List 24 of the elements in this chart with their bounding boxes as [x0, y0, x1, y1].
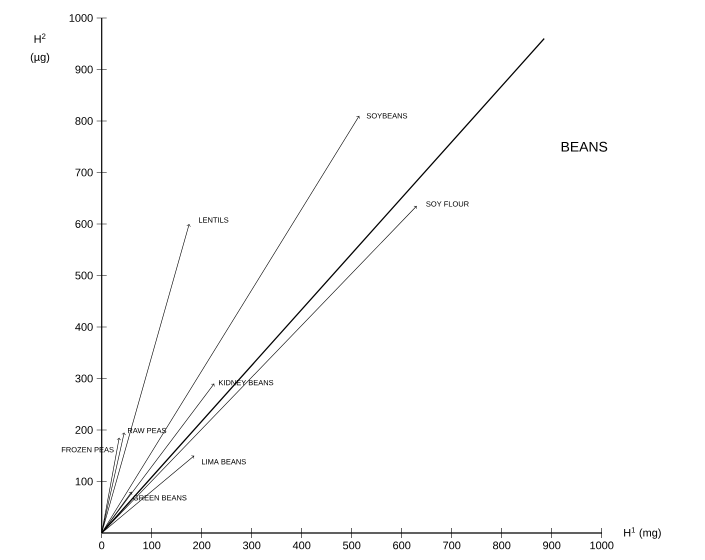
- x-tick-label: 700: [443, 542, 460, 550]
- x-axis-title: H$^{1}$ (mg): [624, 527, 661, 539]
- y-tick-label: 400: [75, 323, 93, 331]
- y-tick-label: 500: [75, 272, 93, 280]
- x-tick-label: 0: [99, 542, 104, 550]
- y-tick-label: 600: [75, 220, 93, 228]
- x-tick-label: 800: [493, 542, 510, 550]
- text: BEANS: [562, 142, 608, 152]
- y-tick-label: 800: [75, 117, 93, 125]
- y-tick-label: 300: [75, 374, 93, 382]
- y-tick-label: 900: [75, 66, 93, 74]
- x-tick-label: 500: [342, 542, 360, 550]
- x-tick-label: 300: [242, 542, 260, 550]
- x-tick-label: 600: [393, 542, 410, 550]
- y-tick-label: 700: [75, 168, 93, 176]
- x-tick-label: 100: [143, 542, 160, 550]
- x-tick-label: 400: [292, 542, 310, 550]
- y-tick-label: 100: [76, 478, 93, 486]
- text: H$^{2}$ (µg): [30, 34, 50, 64]
- y-tick-label: 1000: [70, 14, 93, 22]
- y-tick-label: 200: [75, 426, 93, 434]
- x-tick-label: 200: [193, 542, 210, 550]
- x-tick-label: 900: [543, 542, 560, 550]
- x-tick-label: 1000: [590, 542, 614, 550]
